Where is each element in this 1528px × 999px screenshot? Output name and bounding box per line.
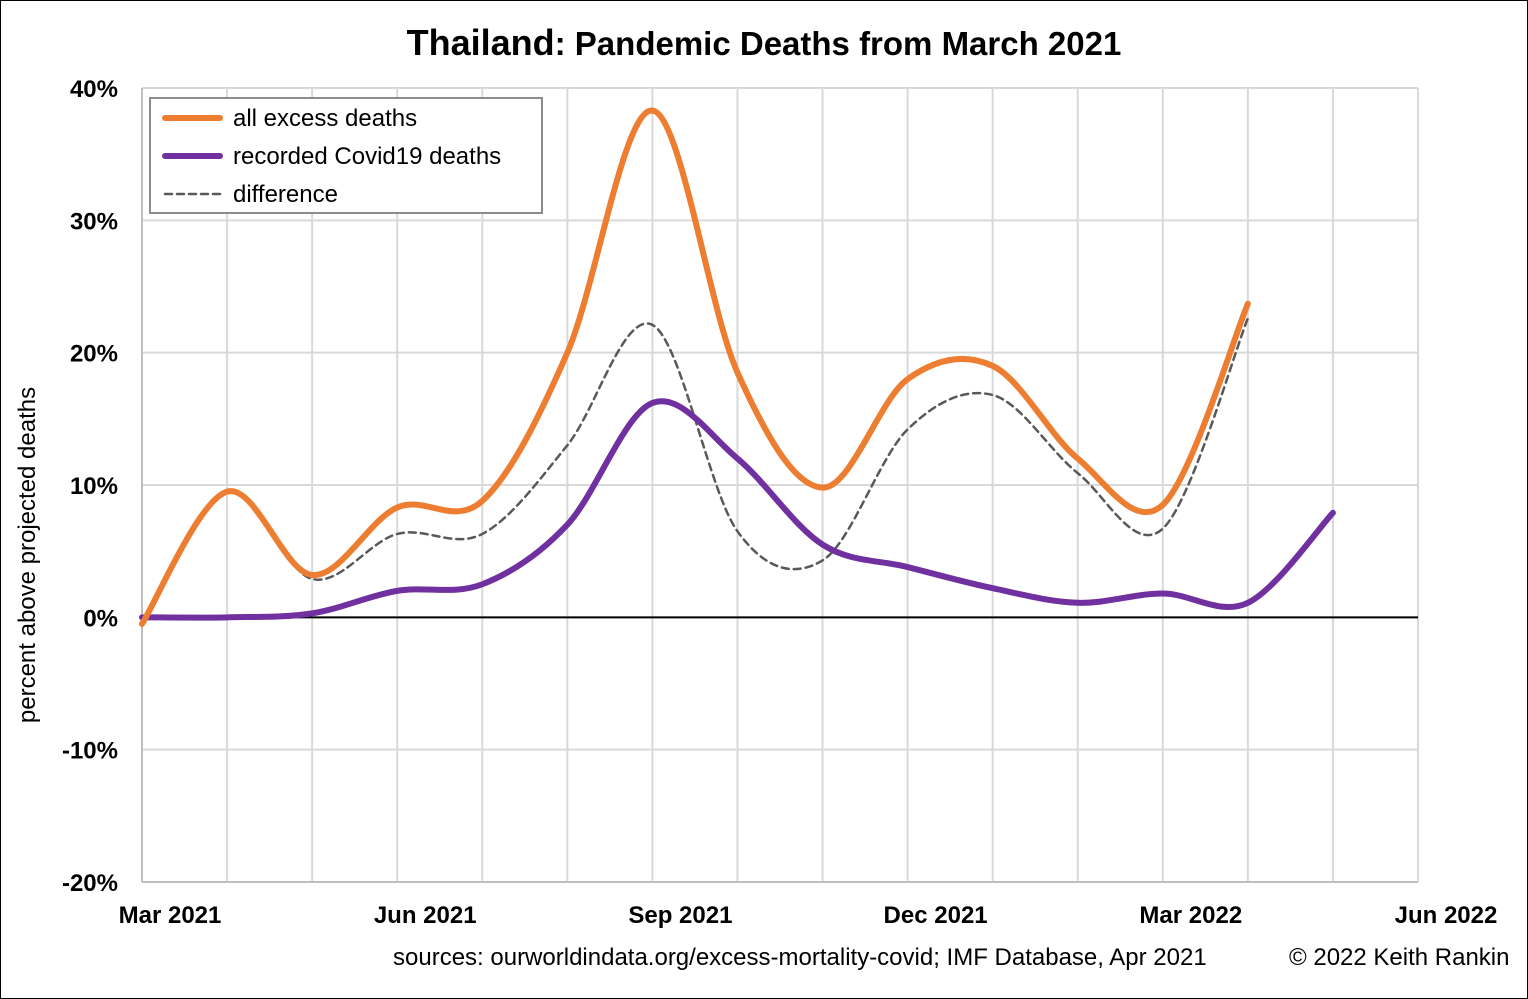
y-tick-labels: 40% 30% 20% 10% 0% -10% -20% [62, 76, 118, 897]
series-line-0 [139, 107, 1251, 627]
legend-label: all excess deaths [233, 105, 417, 132]
y-tick-label: 10% [70, 473, 118, 500]
chart-title: Thailand: Pandemic Deaths from March 202… [0, 22, 1528, 64]
y-tick-label: 30% [70, 208, 118, 235]
y-tick-label: 40% [70, 76, 118, 103]
x-tick-label: Sep 2021 [628, 902, 732, 929]
x-tick-label: Jun 2022 [1395, 902, 1498, 929]
x-tick-label: Mar 2021 [119, 902, 222, 929]
y-tick-label: -20% [62, 870, 118, 897]
x-tick-label: Mar 2022 [1139, 902, 1242, 929]
y-tick-label: 0% [83, 605, 118, 632]
legend: all excess deaths recorded Covid19 deaths… [149, 97, 543, 214]
chart-title-rest: : Pandemic Deaths from March 2021 [554, 25, 1122, 62]
y-tick-label: 20% [70, 341, 118, 368]
series-line-2 [140, 317, 1250, 626]
legend-label: recorded Covid19 deaths [233, 143, 501, 170]
copyright-note: © 2022 Keith Rankin [1289, 944, 1510, 971]
legend-label: difference [233, 181, 338, 208]
y-tick-label: -10% [62, 738, 118, 765]
series-line-1 [139, 398, 1336, 621]
axes [141, 88, 1418, 883]
x-tick-labels: Mar 2021 Jun 2021 Sep 2021 Dec 2021 Mar 2022… [119, 902, 1498, 929]
chart-title-country: Thailand [406, 22, 555, 63]
series-lines [139, 107, 1336, 627]
gridlines [142, 87, 1419, 883]
x-tick-label: Jun 2021 [374, 902, 477, 929]
x-tick-label: Dec 2021 [884, 902, 988, 929]
sources-note: sources: ourworldindata.org/excess-morta… [393, 944, 1207, 971]
